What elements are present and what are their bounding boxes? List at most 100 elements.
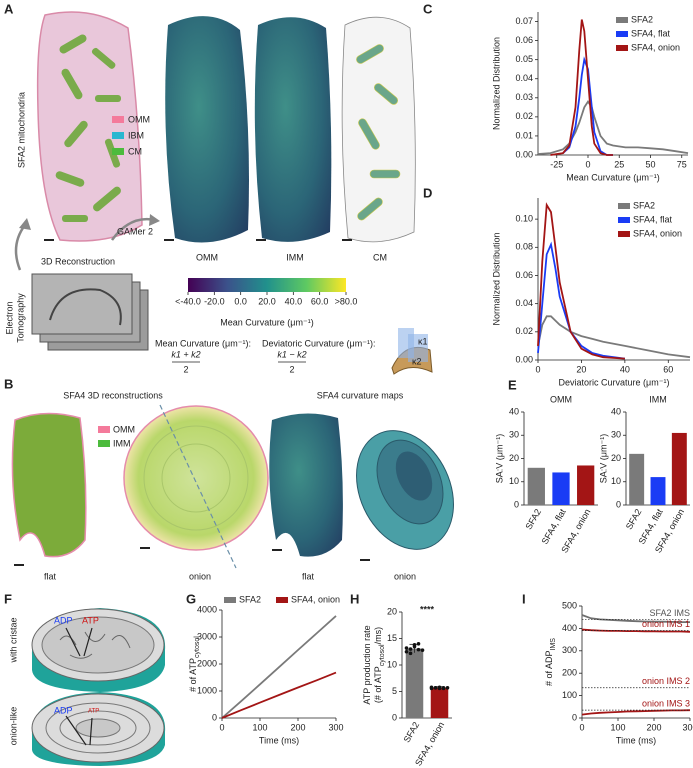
reconstruction-label: 3D Reconstruction (41, 256, 115, 266)
data-point (420, 648, 425, 652)
legend-swatch (224, 597, 236, 603)
panel-letter: F (4, 591, 12, 606)
legend-swatch (616, 17, 628, 23)
y-tick-label: 0.01 (515, 130, 533, 140)
line (221, 671, 337, 719)
y-tick-label: 0.08 (515, 242, 533, 252)
bar (552, 472, 570, 505)
label-part: ATP production rate (362, 625, 372, 704)
x-tick-label: 40 (620, 364, 630, 374)
y-tick-label: 0.00 (515, 149, 533, 159)
panel-letter: C (423, 1, 433, 16)
line (537, 315, 691, 359)
colorbar-tick-label: <-40.0 (175, 296, 201, 306)
y-tick-label: 10 (611, 476, 621, 486)
data-point (433, 685, 438, 690)
y-tick-label: 10 (509, 476, 519, 486)
x-tick-label: 100 (252, 722, 267, 732)
panel-letter: G (186, 591, 196, 606)
bar (629, 453, 645, 505)
panel-a-graphics (14, 11, 433, 375)
map-label: IMM (286, 252, 304, 262)
legend-label: SFA2 (239, 594, 261, 604)
data-point (437, 686, 442, 691)
legend-label: SFA2 (631, 14, 653, 24)
formula-numerator: k1 + k2 (171, 349, 200, 359)
legend-swatch (618, 231, 630, 237)
colorbar-tick-label: >80.0 (335, 296, 358, 306)
y-tick-label: 0.06 (515, 270, 533, 280)
y-axis-label: SA:V (μm⁻¹) (598, 434, 608, 483)
y-axis-label: Normalized Distribution (491, 37, 501, 130)
shape-label: onion (189, 571, 211, 581)
colorbar-tick-label: 20.0 (258, 296, 276, 306)
f-label: onion-like (8, 707, 18, 746)
atp-label: ATP (82, 615, 99, 625)
x-tick-label: 20 (576, 364, 586, 374)
legend-swatch (276, 597, 288, 603)
y-axis-label: Normalized Distribution (491, 232, 501, 325)
panel-letter: I (522, 591, 526, 606)
adp-label: ADP (54, 615, 73, 625)
x-tick-label: SFA2 (523, 507, 543, 531)
formula-label: Mean Curvature (μm⁻¹): (155, 338, 251, 348)
x-tick-label: 60 (663, 364, 673, 374)
y-tick-label: 0.10 (515, 214, 533, 224)
y-tick-label: 20 (611, 453, 621, 463)
formula-denominator: 2 (183, 364, 188, 374)
formula-numerator: k1 − k2 (277, 349, 306, 359)
x-tick-label: SFA2 (402, 720, 422, 744)
shape-label: flat (302, 571, 315, 581)
y-tick-label: 100 (562, 690, 577, 700)
gamer-label: GAMer 2 (117, 226, 153, 236)
schematic-label: κ1 (418, 336, 428, 346)
y-tick-label: 0.07 (515, 16, 533, 26)
x-tick-label: SFA2 (624, 507, 644, 531)
y-axis-label: # of ADPIMS (544, 638, 556, 686)
x-tick-label: 75 (677, 159, 687, 169)
panel-letter: A (4, 1, 14, 16)
panel-letter: B (4, 376, 13, 391)
y-tick-label: 40 (509, 406, 519, 416)
y-tick-label: 1000 (197, 685, 217, 695)
y-tick-label: 40 (611, 406, 621, 416)
bar (671, 432, 687, 505)
y-tick-label: 5 (392, 686, 397, 696)
y-tick-label: 4000 (197, 604, 217, 614)
tomography-label: Electron (4, 301, 14, 334)
label-part: # of ATP (188, 658, 198, 692)
formula-denominator: 2 (289, 364, 294, 374)
y-tick-label: 0 (616, 499, 621, 509)
y-tick-label: 3000 (197, 631, 217, 641)
shape-label: flat (44, 571, 57, 581)
data-point (445, 685, 450, 690)
tomography-label: Tomography (15, 293, 25, 343)
f-label: with cristae (8, 617, 18, 663)
panel-f-graphics (31, 608, 166, 766)
bar (430, 687, 449, 718)
colorbar-tick-label: 0.0 (234, 296, 247, 306)
legend-label: SFA4, onion (633, 228, 682, 238)
legend-label: SFA4, onion (291, 594, 340, 604)
y-tick-label: 0.04 (515, 73, 533, 83)
panel-letter: H (350, 591, 359, 606)
bar (527, 467, 545, 505)
y-tick-label: 30 (509, 430, 519, 440)
x-tick-label: 100 (610, 722, 625, 732)
y-axis-label: ATP production rate (362, 625, 372, 704)
shape-label: onion (394, 571, 416, 581)
bar (650, 477, 666, 505)
map-label: OMM (196, 252, 218, 262)
y-tick-label: 0 (212, 712, 217, 722)
reference-label: onion IMS 3 (642, 699, 690, 709)
y-axis-label: (# of ATPcytosol/ms) (373, 627, 385, 703)
bar (405, 648, 424, 718)
line (537, 202, 625, 360)
x-tick-label: 50 (645, 159, 655, 169)
x-axis-label: Mean Curvature (μm⁻¹) (566, 172, 659, 182)
y-tick-label: 0.05 (515, 54, 533, 64)
y-tick-label: 0.06 (515, 35, 533, 45)
y-tick-label: 0.04 (515, 298, 533, 308)
y-tick-label: 2000 (197, 658, 217, 668)
